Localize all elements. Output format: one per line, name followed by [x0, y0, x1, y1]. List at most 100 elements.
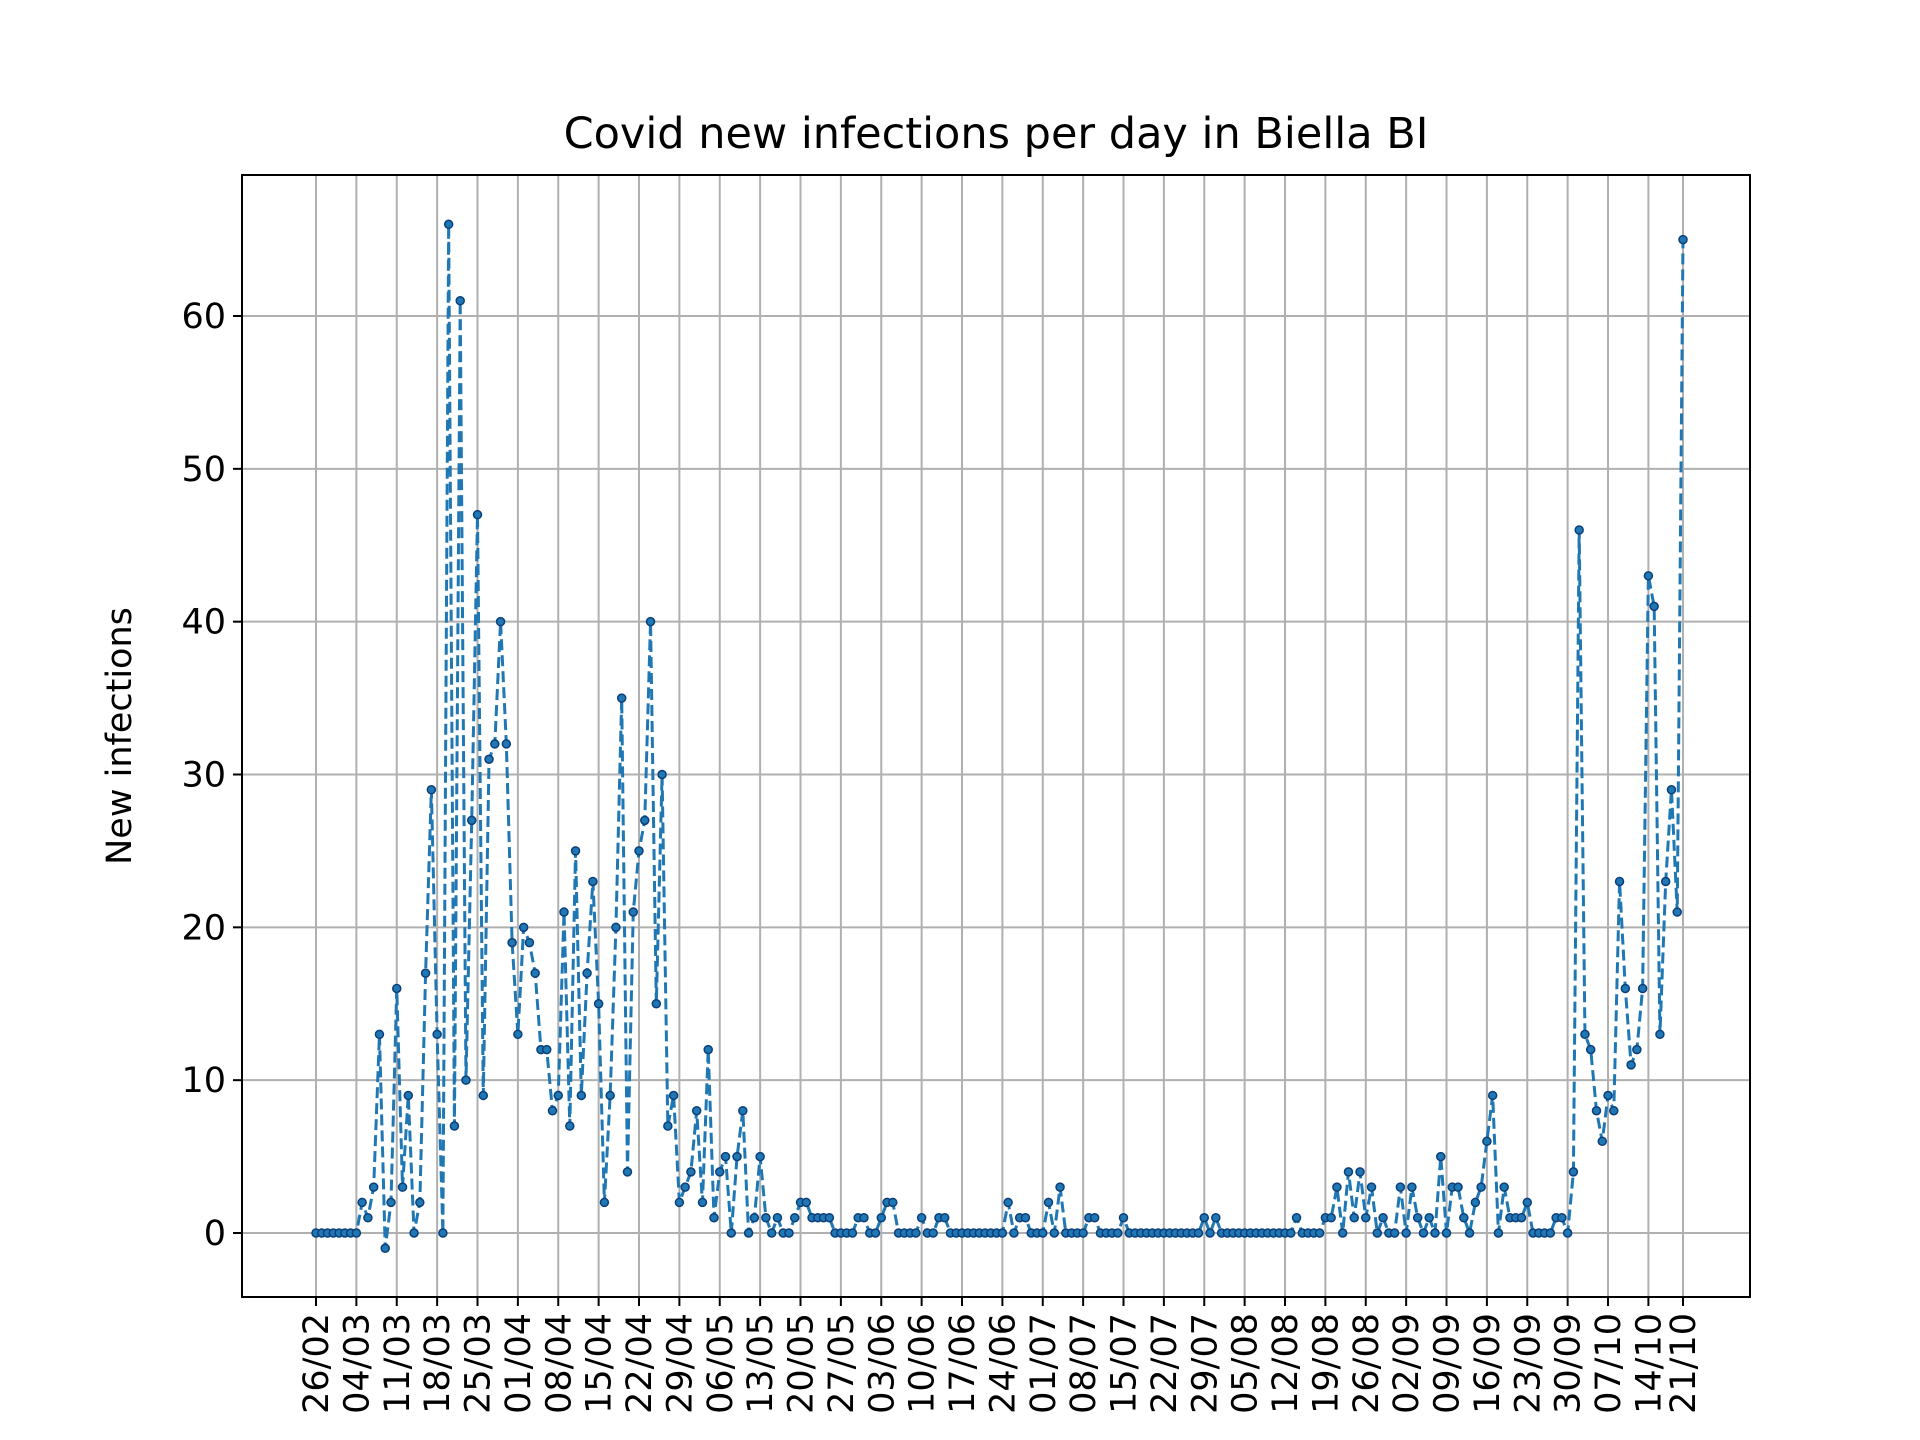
data-point: [1626, 1060, 1636, 1070]
data-point: [1672, 907, 1682, 917]
data-point: [357, 1197, 367, 1208]
data-point: [911, 1228, 921, 1238]
y-tick-label: 60: [181, 297, 226, 337]
x-tick-label: 20/05: [782, 1313, 822, 1414]
data-point: [1355, 1167, 1365, 1177]
data-point: [1482, 1136, 1492, 1147]
x-tick-label: 17/06: [943, 1313, 983, 1414]
data-point: [403, 1090, 414, 1101]
x-tick-label: 13/05: [741, 1313, 781, 1414]
data-point: [582, 968, 592, 978]
data-point: [1574, 525, 1584, 535]
data-point: [553, 1090, 563, 1101]
data-point: [443, 219, 454, 230]
data-point: [1009, 1228, 1019, 1238]
data-point: [847, 1228, 858, 1238]
data-point: [605, 1090, 615, 1101]
data-point: [576, 1090, 587, 1101]
data-point: [680, 1182, 690, 1192]
data-point: [703, 1044, 713, 1055]
data-point: [507, 937, 517, 948]
data-point: [1332, 1182, 1342, 1192]
data-point: [1089, 1212, 1100, 1223]
data-point: [697, 1197, 708, 1208]
data-point: [490, 739, 500, 749]
data-point: [801, 1197, 812, 1208]
plot-area: [242, 175, 1750, 1297]
data-point: [859, 1212, 869, 1223]
x-axis: 26/02 04/03 11/03 18/03 25/03 01/04 08/04 15/04…: [297, 1297, 1704, 1414]
data-point: [939, 1212, 950, 1223]
y-tick-label: 10: [181, 1061, 226, 1101]
x-tick-label: 19/08: [1306, 1313, 1346, 1414]
data-point: [1655, 1029, 1665, 1040]
data-point: [657, 769, 667, 780]
data-point: [1666, 785, 1677, 795]
data-point: [1464, 1228, 1475, 1238]
x-tick-label: 07/10: [1589, 1313, 1629, 1414]
x-tick-label: 29/04: [660, 1313, 700, 1414]
data-point: [1557, 1212, 1567, 1223]
data-point: [1349, 1212, 1359, 1223]
data-point: [645, 616, 656, 627]
data-point: [1401, 1228, 1411, 1238]
data-point: [1193, 1228, 1204, 1238]
x-tick-label: 05/08: [1226, 1313, 1266, 1414]
x-tick-label: 01/04: [499, 1313, 539, 1414]
data-point: [1591, 1105, 1602, 1116]
data-point: [709, 1212, 719, 1223]
data-point: [501, 739, 512, 749]
data-point: [1361, 1212, 1371, 1223]
data-point: [1003, 1197, 1013, 1208]
x-tick-label: 21/10: [1664, 1313, 1704, 1414]
y-tick-label: 30: [181, 756, 226, 796]
data-point: [432, 1029, 442, 1040]
x-tick-label: 24/06: [983, 1313, 1023, 1414]
data-point: [1412, 1212, 1423, 1223]
x-tick-label: 22/04: [620, 1313, 660, 1414]
data-point: [789, 1212, 800, 1223]
data-point: [732, 1151, 742, 1162]
data-point: [466, 815, 477, 826]
data-point: [1389, 1228, 1400, 1238]
data-point: [1118, 1212, 1129, 1223]
data-point: [1643, 571, 1654, 581]
data-point: [1487, 1090, 1498, 1101]
x-tick-label: 06/05: [701, 1313, 741, 1414]
data-point: [720, 1151, 731, 1162]
data-point: [426, 785, 437, 795]
data-point: [1343, 1167, 1354, 1177]
data-point: [1470, 1197, 1481, 1208]
data-point: [916, 1212, 927, 1223]
data-point: [599, 1197, 610, 1208]
x-tick-label: 04/03: [337, 1313, 377, 1414]
data-point: [547, 1105, 558, 1116]
series-markers: [311, 219, 1688, 1254]
data-point: [1585, 1044, 1596, 1055]
data-point: [1372, 1228, 1383, 1238]
data-point: [351, 1228, 362, 1238]
x-tick-label: 10/06: [903, 1313, 943, 1414]
data-point: [1430, 1228, 1440, 1238]
data-point: [1568, 1167, 1579, 1177]
data-point: [524, 937, 535, 948]
x-tick-label: 03/06: [862, 1313, 902, 1414]
data-point: [1286, 1228, 1296, 1238]
x-tick-label: 08/04: [539, 1313, 579, 1414]
x-tick-label: 23/09: [1508, 1313, 1548, 1414]
data-point: [559, 907, 569, 917]
data-point: [1043, 1197, 1054, 1208]
plot-frame: [241, 174, 1751, 1298]
data-point: [1637, 983, 1648, 994]
data-point: [1078, 1228, 1088, 1238]
x-tick-label: 15/04: [580, 1313, 620, 1414]
data-point: [634, 846, 644, 856]
x-tick-label: 08/07: [1064, 1313, 1104, 1414]
data-point: [1038, 1228, 1048, 1238]
data-point: [363, 1212, 373, 1223]
data-point: [588, 876, 598, 887]
data-point: [928, 1228, 938, 1238]
data-point: [726, 1228, 737, 1238]
data-point: [1112, 1228, 1123, 1238]
